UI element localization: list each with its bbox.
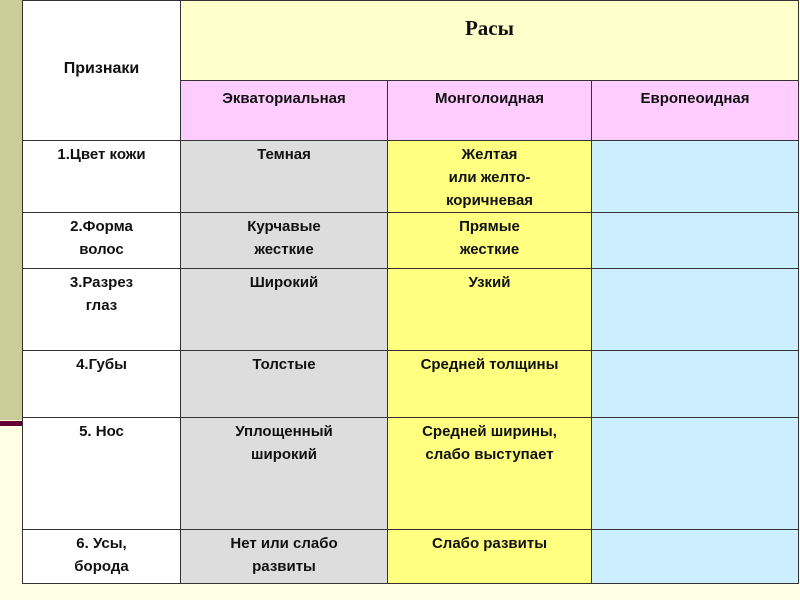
caucasoid-cell: [591, 212, 799, 269]
equatorial-cell: Широкий: [180, 268, 388, 351]
trait-cell: 4.Губы: [22, 350, 181, 418]
mongoloid-cell: Желтая или желто- коричневая: [387, 140, 592, 213]
trait-cell: 2.Форма волос: [22, 212, 181, 269]
equatorial-cell: Уплощенный широкий: [180, 417, 388, 530]
caucasoid-cell: [591, 140, 799, 213]
mongoloid-cell: Слабо развиты: [387, 529, 592, 584]
equatorial-cell: Нет или слабо развиты: [180, 529, 388, 584]
caucasoid-cell: [591, 268, 799, 351]
traits-header: Признаки: [22, 0, 181, 141]
equatorial-cell: Толстые: [180, 350, 388, 418]
trait-cell: 3.Разрез глаз: [22, 268, 181, 351]
accent-line: [0, 421, 24, 426]
races-header: Расы: [180, 0, 799, 81]
equatorial-cell: Темная: [180, 140, 388, 213]
mongoloid-cell: Прямые жесткие: [387, 212, 592, 269]
trait-cell: 1.Цвет кожи: [22, 140, 181, 213]
caucasoid-cell: [591, 350, 799, 418]
mongoloid-cell: Узкий: [387, 268, 592, 351]
caucasoid-cell: [591, 417, 799, 530]
mongoloid-cell: Средней толщины: [387, 350, 592, 418]
side-strip: [0, 0, 22, 420]
mongoloid-cell: Средней ширины, слабо выступает: [387, 417, 592, 530]
equatorial-cell: Курчавые жесткие: [180, 212, 388, 269]
race-header-mongoloid: Монголоидная: [387, 80, 592, 141]
race-header-caucasoid: Европеоидная: [591, 80, 799, 141]
trait-cell: 5. Нос: [22, 417, 181, 530]
caucasoid-cell: [591, 529, 799, 584]
race-header-equatorial: Экваториальная: [180, 80, 388, 141]
trait-cell: 6. Усы, борода: [22, 529, 181, 584]
